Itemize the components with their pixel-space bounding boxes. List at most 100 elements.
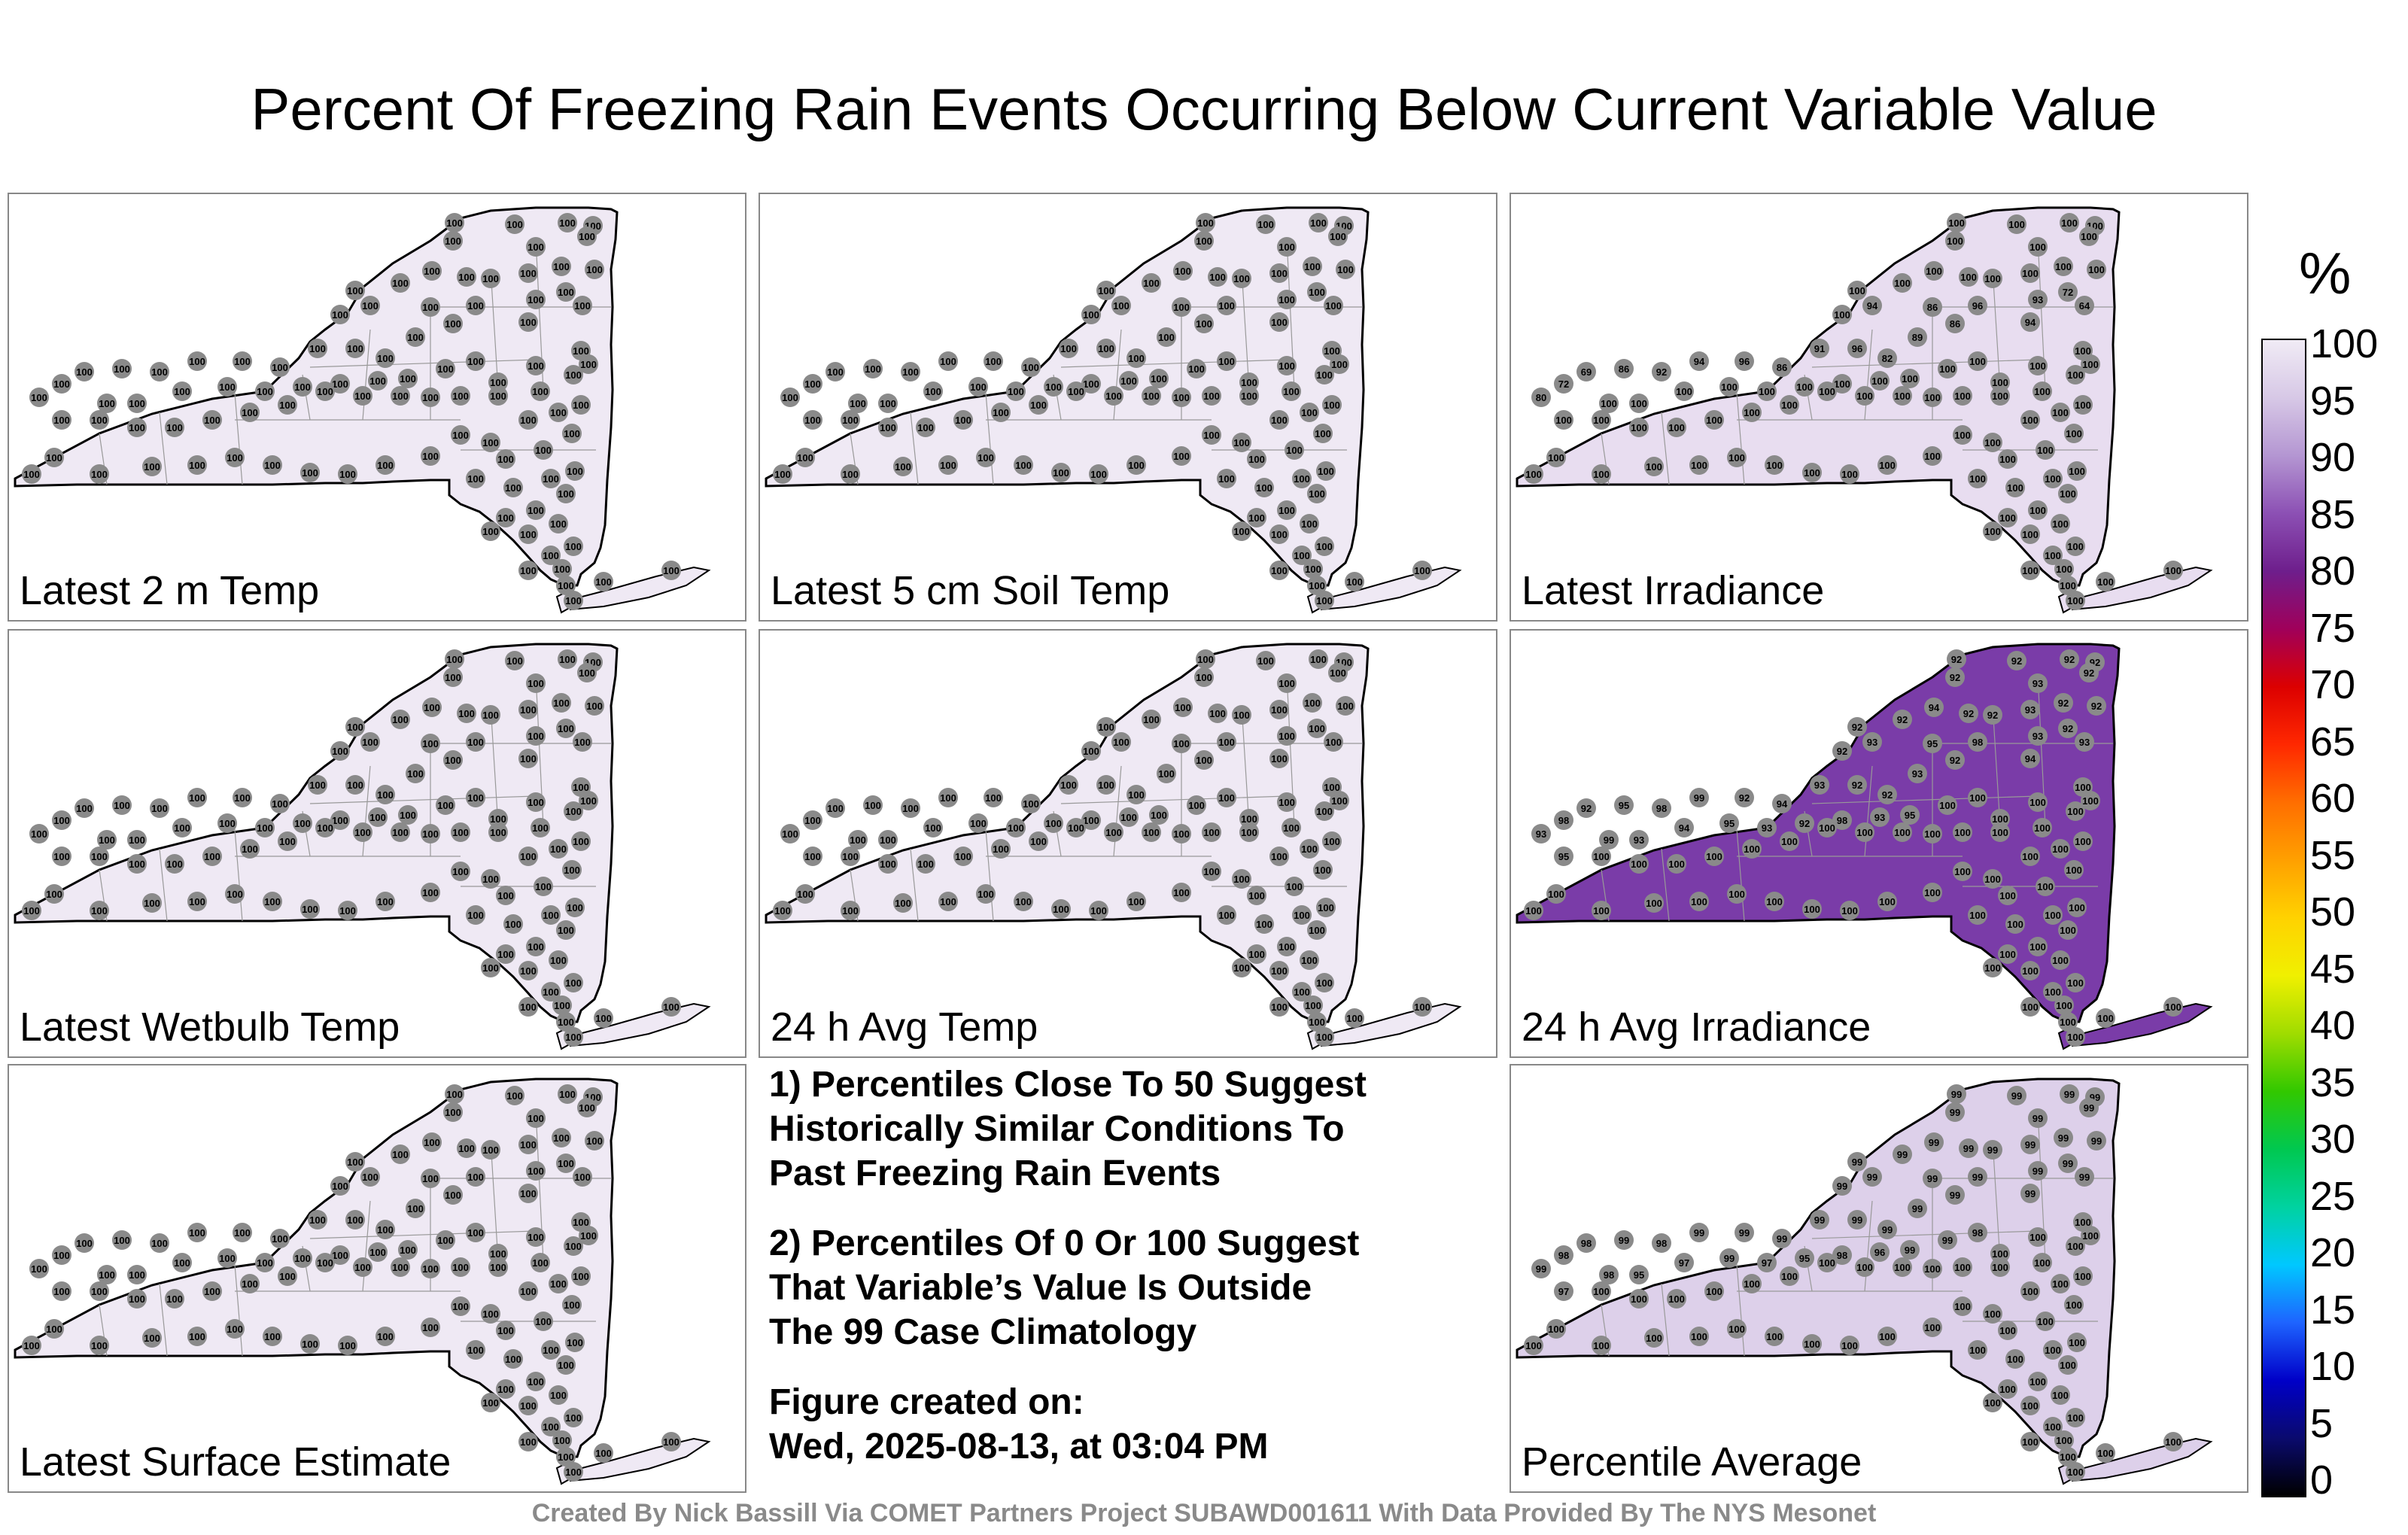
station-marker: 100: [240, 1274, 260, 1293]
station-value: 99: [2025, 1139, 2036, 1150]
station-value: 100: [1316, 541, 1333, 552]
station-value: 100: [559, 1089, 576, 1100]
station-marker: 100: [1330, 354, 1349, 374]
station-marker: 100: [172, 1253, 192, 1272]
station-value: 100: [490, 827, 506, 838]
station-marker: 100: [526, 673, 546, 693]
station-marker: 100: [518, 1396, 538, 1415]
station-value: 100: [1766, 896, 1783, 907]
station-marker: 100: [2043, 1417, 2063, 1436]
station-marker: 99: [1908, 1199, 1927, 1218]
station-marker: 100: [2028, 356, 2048, 375]
station-marker: 100: [1667, 1289, 1686, 1309]
colorbar-tick-label: 85: [2310, 491, 2356, 537]
station-value: 100: [559, 217, 576, 229]
panel-label: 24 h Avg Temp: [771, 1005, 1038, 1050]
station-value: 100: [129, 859, 145, 870]
station-value: 100: [31, 1263, 47, 1275]
station-marker: 100: [1217, 351, 1236, 371]
station-marker: 100: [1309, 213, 1328, 233]
station-value: 100: [1834, 378, 1850, 390]
station-value: 100: [2069, 902, 2085, 913]
station-marker: 100: [2163, 1432, 2183, 1451]
station-value: 100: [1668, 1293, 1685, 1305]
station-value: 99: [1950, 1190, 1960, 1201]
station-marker: 100: [466, 1167, 485, 1187]
station-marker: 100: [150, 362, 169, 381]
station-value: 100: [272, 362, 288, 373]
station-marker: 100: [2043, 905, 2063, 925]
station-value: 100: [1098, 285, 1114, 296]
station-marker: 100: [848, 394, 868, 413]
colorbar-tick-label: 35: [2310, 1059, 2356, 1105]
station-value: 100: [99, 1269, 115, 1281]
station-value: 100: [1593, 469, 1610, 480]
station-marker: 100: [585, 260, 604, 279]
station-marker: 100: [1983, 1393, 2002, 1412]
station-value: 100: [1819, 822, 1835, 834]
station-marker: 100: [217, 377, 237, 397]
station-value: 100: [2075, 400, 2091, 411]
station-marker: 100: [1727, 448, 1747, 467]
station-value: 100: [482, 273, 499, 284]
station-value: 100: [567, 902, 583, 913]
station-marker: 100: [1840, 464, 1859, 484]
station-marker: 100: [825, 798, 845, 818]
station-value: 100: [1330, 231, 1346, 242]
station-marker: 100: [803, 847, 822, 866]
station-value: 100: [1894, 391, 1911, 402]
station-marker: 100: [496, 886, 515, 905]
station-value: 100: [407, 768, 424, 780]
station-value: 100: [1173, 738, 1190, 749]
station-marker: 100: [308, 339, 327, 358]
station-marker: 100: [345, 775, 365, 795]
station-value: 100: [580, 795, 597, 807]
station-marker: 100: [421, 1318, 440, 1337]
station-marker: 100: [841, 464, 860, 484]
station-value: 100: [543, 550, 559, 561]
station-marker: 100: [422, 1132, 442, 1152]
station-value: 100: [2045, 473, 2061, 485]
station-value: 100: [497, 1384, 514, 1395]
station-value: 99: [2084, 1102, 2094, 1114]
station-marker: 100: [391, 386, 410, 406]
station-marker: 100: [562, 1295, 582, 1315]
station-value: 100: [558, 580, 574, 591]
station-value: 100: [1992, 377, 2008, 388]
station-marker: 100: [481, 958, 500, 977]
station-value: 100: [1128, 896, 1145, 907]
station-value: 100: [2061, 217, 2078, 229]
station-value: 100: [437, 800, 454, 811]
station-marker: 100: [1840, 1336, 1859, 1355]
station-value: 100: [880, 859, 896, 870]
station-marker: 100: [878, 830, 898, 850]
station-value: 100: [804, 378, 821, 390]
station-marker: 100: [496, 508, 515, 527]
station-marker: 100: [1217, 296, 1236, 315]
station-value: 100: [528, 1232, 544, 1243]
station-marker: 100: [1187, 795, 1206, 815]
station-marker: 100: [878, 394, 898, 413]
station-value: 100: [2165, 1436, 2181, 1448]
station-value: 100: [1728, 889, 1745, 900]
station-value: 92: [1897, 714, 1908, 725]
station-value: 100: [1173, 828, 1190, 840]
station-value: 100: [174, 822, 190, 834]
station-marker: 100: [300, 1334, 320, 1354]
station-value: 100: [1301, 407, 1318, 418]
station-marker: 100: [52, 847, 71, 866]
station-value: 100: [422, 1263, 439, 1275]
station-marker: 100: [52, 410, 71, 430]
station-value: 100: [458, 272, 475, 283]
station-value: 100: [1241, 377, 1257, 388]
station-value: 100: [1301, 955, 1318, 966]
station-value: 100: [1525, 1340, 1542, 1351]
station-value: 100: [189, 1227, 205, 1239]
station-marker: 100: [1998, 508, 2017, 527]
station-value: 100: [1954, 430, 1971, 441]
station-value: 100: [482, 1144, 499, 1156]
station-marker: 100: [1953, 425, 1972, 445]
station-marker: 100: [1817, 381, 1837, 401]
station-marker: 100: [1021, 357, 1041, 377]
station-value: 100: [99, 834, 115, 846]
